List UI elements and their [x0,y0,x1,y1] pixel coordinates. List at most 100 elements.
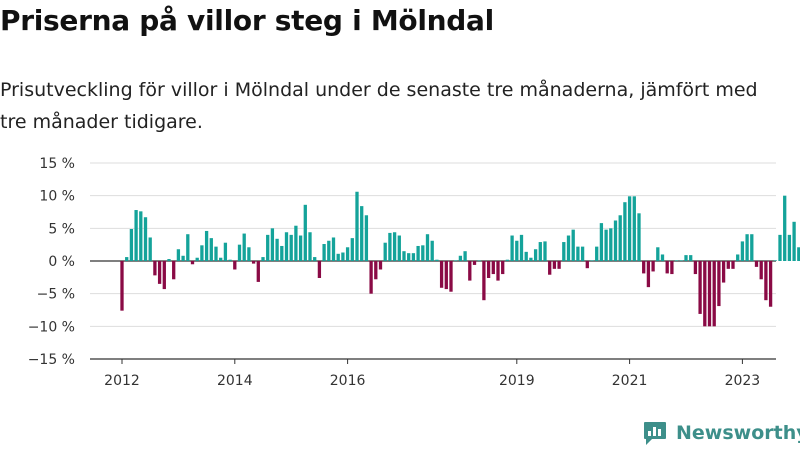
bar [247,247,251,261]
bar [162,261,166,290]
bar [599,223,604,261]
bar [745,234,749,261]
bar [219,257,223,261]
bar [468,261,472,281]
bar [519,234,524,261]
bar [590,260,594,261]
bar [195,257,199,261]
bar [674,260,679,261]
bar [209,238,213,261]
bar [538,242,542,261]
bar [707,261,712,327]
bar [632,196,636,261]
bar [364,215,369,261]
bar [585,261,589,269]
bar [331,237,336,261]
bar [759,261,763,280]
chart-title: Priserna på villor steg i Mölndal [0,4,494,37]
bar [228,259,232,261]
bar [529,257,533,261]
bar [214,246,218,261]
bar [388,232,392,261]
bar [595,246,599,261]
bar [637,213,641,261]
bar [284,232,289,261]
bar [120,261,124,311]
bar [134,210,138,261]
bar [322,244,326,261]
bar [270,228,275,261]
bar [157,261,162,284]
bar [430,240,434,261]
bar [768,261,773,307]
bar [566,235,571,261]
chart-subtitle: Prisutveckling för villor i Mölndal unde… [0,79,758,133]
bar [411,253,416,261]
bar [444,261,448,290]
newsworthy-logo: Newsworthy [642,420,800,446]
bar [308,232,312,261]
bar [336,253,340,261]
bar [204,230,209,261]
x-tick-label: 2014 [217,373,253,389]
bar [627,196,632,261]
bar [345,247,350,261]
bar [143,217,148,261]
bar [604,229,608,261]
bar [548,261,552,275]
bar [726,261,730,269]
bar [797,247,800,261]
bar [167,259,171,261]
bar [712,261,716,327]
bar [181,255,185,261]
x-tick-label: 2016 [330,373,366,389]
y-tick-label: −10 % [28,319,75,335]
bar [750,234,754,261]
bar [571,229,575,261]
bar [449,261,453,292]
y-tick-label: 15 % [39,156,75,172]
x-tick-label: 2023 [725,373,761,389]
bar [505,259,510,261]
bar [533,249,538,261]
bar [392,232,397,261]
y-tick-label: −15 % [28,352,75,368]
bar [303,204,307,261]
bar [778,234,782,261]
x-tick-label: 2021 [612,373,648,389]
bar [731,261,735,269]
y-tick-label: −5 % [37,287,75,303]
bars [120,191,800,327]
bar [656,247,660,261]
bar [477,260,481,261]
bar [609,228,613,261]
bar [350,238,354,261]
bar [562,242,566,261]
bar [251,261,256,264]
bar [618,215,622,261]
bar [294,225,298,261]
bar [190,261,195,265]
bar [482,261,486,301]
x-axis: 2012201420162019202120232025 [90,358,776,389]
bar [665,261,669,274]
bar [642,261,646,274]
x-tick-label: 2019 [499,373,535,389]
bar [679,260,683,261]
x-tick-label: 2012 [104,373,140,389]
bar [242,233,246,261]
bar [557,261,561,269]
bar [369,261,373,294]
bar [256,261,260,282]
bar [740,241,745,261]
bar [186,234,190,261]
newsworthy-logo-icon [644,422,666,445]
bar [693,261,698,275]
bar [289,234,293,261]
y-axis-labels: 15 % 10 % 5 % 0 % −5 % −10 % −15 % [28,156,75,368]
bar [454,260,458,261]
bar [200,245,204,261]
bar [435,259,439,261]
bar [341,252,345,261]
bar-chart: 15 % 10 % 5 % 0 % −5 % −10 % −15 % 2012 2014 201… [28,156,800,389]
